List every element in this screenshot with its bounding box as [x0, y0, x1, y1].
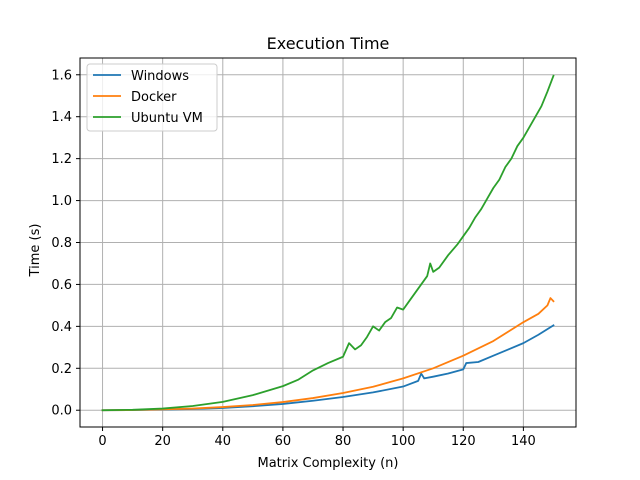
y-tick-label: 1.4: [51, 110, 72, 125]
x-tick-label: 140: [511, 434, 536, 449]
legend-label: Ubuntu VM: [131, 111, 203, 126]
legend-label: Windows: [131, 69, 189, 84]
chart-title: Execution Time: [267, 34, 390, 53]
legend-item: Docker: [93, 90, 177, 105]
series-line-windows: [101, 324, 555, 412]
x-tick-label: 80: [335, 434, 352, 449]
series-line-docker: [101, 297, 555, 412]
series-layer: [101, 74, 555, 412]
x-axis-label: Matrix Complexity (n): [257, 456, 398, 471]
x-tick-label: 120: [451, 434, 476, 449]
y-axis-label: Time (s): [28, 224, 43, 278]
y-tick-label: 0.2: [51, 362, 72, 377]
legend-item: Ubuntu VM: [93, 111, 203, 126]
y-tick-label: 1.2: [51, 152, 72, 167]
x-tick-label: 60: [275, 434, 292, 449]
y-tick-label: 1.0: [51, 194, 72, 209]
x-tick-label: 20: [154, 434, 171, 449]
ticks: 0 20 40 60 80 100 120 140 0.0 0.2 0.4 0.6 0.8 1.0 1.2 1…: [51, 68, 535, 449]
y-tick-label: 0.6: [51, 278, 72, 293]
x-tick-label: 100: [391, 434, 416, 449]
x-tick-label: 0: [98, 434, 106, 449]
y-tick-label: 1.6: [51, 68, 72, 83]
legend-item: Windows: [93, 69, 189, 84]
legend-box: [86, 63, 218, 132]
y-tick-label: 0.0: [51, 404, 72, 419]
y-tick-label: 0.8: [51, 236, 72, 251]
y-tick-label: 0.4: [51, 320, 72, 335]
legend-label: Docker: [131, 90, 177, 105]
grid: [80, 58, 576, 427]
x-tick-label: 40: [215, 434, 232, 449]
legend: Windows Docker Ubuntu VM: [86, 63, 218, 132]
series-line-ubuntu-vm: [101, 74, 555, 412]
